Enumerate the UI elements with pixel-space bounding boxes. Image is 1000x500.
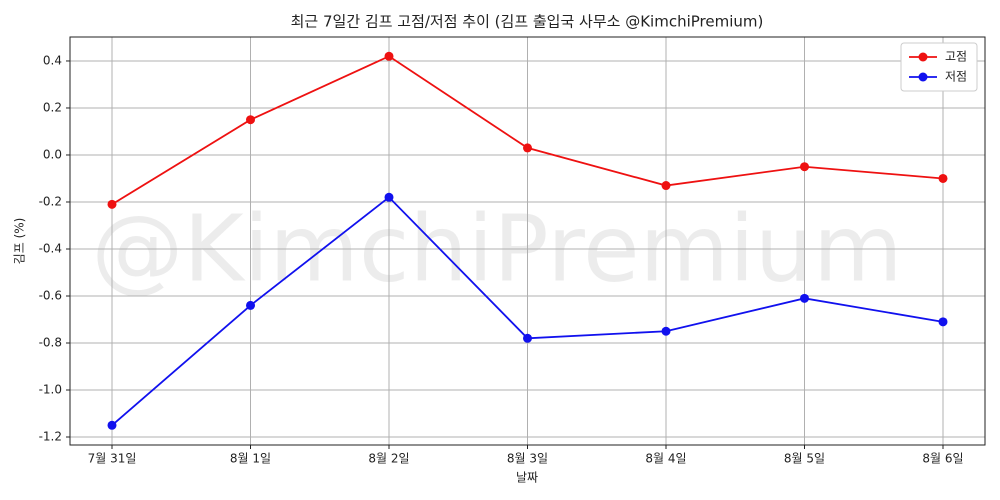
y-tick-label: -1.0 — [39, 383, 62, 397]
y-tick-label: -1.2 — [39, 430, 62, 444]
data-point — [661, 326, 671, 336]
y-tick-label: -0.2 — [39, 194, 62, 208]
data-point — [107, 420, 117, 430]
chart-title: 최근 7일간 김프 고점/저점 추이 (김프 출입국 사무소 @KimchiPr… — [291, 13, 764, 31]
x-tick-label: 8월 4일 — [645, 452, 686, 466]
x-tick-label: 8월 3일 — [507, 452, 548, 466]
legend-marker — [918, 72, 928, 82]
y-tick-label: 0.0 — [43, 147, 62, 161]
data-point — [800, 293, 809, 303]
y-tick-label: 0.4 — [43, 53, 62, 67]
plot-frame — [69, 36, 986, 446]
legend-marker — [918, 52, 928, 62]
x-tick-label: 7월 31일 — [88, 452, 137, 466]
data-point — [523, 333, 532, 343]
data-point — [661, 181, 671, 191]
y-axis-label: 김프 (%) — [13, 218, 27, 265]
data-point — [800, 162, 809, 172]
data-point — [523, 143, 532, 153]
data-point — [938, 173, 948, 183]
data-point — [384, 192, 394, 202]
data-point — [246, 115, 255, 125]
y-tick-label: -0.6 — [39, 288, 62, 302]
x-tick-label: 8월 1일 — [230, 452, 271, 466]
data-point — [107, 199, 117, 209]
y-tick-label: -0.8 — [39, 336, 62, 350]
y-tick-label: -0.4 — [39, 241, 62, 255]
data-point — [938, 317, 948, 327]
x-axis-label: 날짜 — [516, 471, 538, 485]
data-point — [384, 51, 394, 61]
legend-label: 저점 — [945, 70, 967, 84]
data-point — [246, 300, 255, 310]
y-tick-label: 0.2 — [43, 100, 62, 114]
x-tick-label: 8월 5일 — [784, 452, 825, 466]
x-tick-label: 8월 2일 — [368, 452, 409, 466]
legend-label: 고점 — [945, 50, 967, 64]
x-tick-label: 8월 6일 — [922, 452, 963, 466]
